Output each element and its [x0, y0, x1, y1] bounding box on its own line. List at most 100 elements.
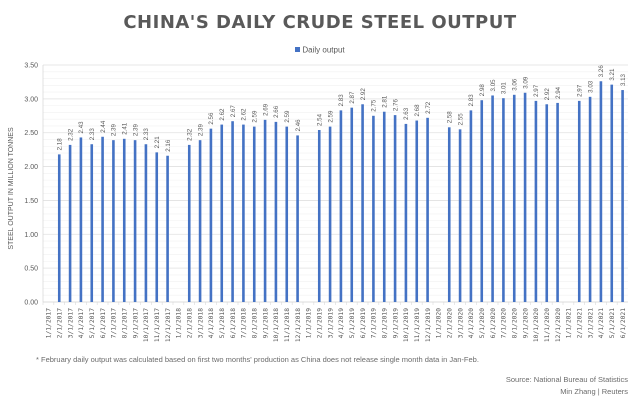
y-tick-label: 1.50: [24, 198, 38, 205]
x-tick-label: 12/1/2019: [425, 308, 432, 342]
y-tick-label: 2.50: [24, 130, 38, 137]
bar: [350, 107, 354, 302]
data-label: 3.01: [501, 82, 508, 95]
data-label: 2.62: [219, 108, 226, 121]
x-tick-label: 7/1/2020: [501, 308, 508, 339]
data-label: 2.98: [479, 84, 486, 97]
y-axis-title: STEEL OUTPUT IN MILLION TONNES: [8, 127, 15, 250]
x-tick-label: 6/1/2021: [620, 308, 627, 339]
bar: [512, 94, 516, 303]
x-tick-label: 2/1/2019: [316, 308, 323, 339]
bar: [361, 104, 364, 302]
x-tick-label: 6/1/2018: [230, 308, 237, 339]
data-label: 2.39: [132, 124, 139, 137]
y-tick-label: 2.00: [24, 164, 38, 171]
x-tick-label: 6/1/2019: [360, 308, 367, 339]
x-tick-label: 12/1/2020: [555, 308, 562, 342]
bar: [372, 115, 375, 303]
bar: [263, 119, 267, 302]
data-label: 3.03: [587, 80, 594, 93]
x-tick-label: 1/1/2019: [306, 308, 313, 339]
data-label: 2.81: [381, 95, 388, 108]
bar: [491, 95, 494, 302]
bar: [393, 115, 397, 302]
data-label: 2.33: [89, 128, 96, 141]
bar: [469, 110, 473, 303]
data-label: 2.58: [446, 111, 453, 124]
x-tick-label: 1/1/2018: [176, 308, 183, 339]
data-label: 3.21: [609, 68, 616, 81]
bar: [285, 126, 289, 303]
data-label: 2.94: [555, 86, 562, 99]
bar: [545, 104, 549, 302]
bar: [187, 144, 191, 302]
bar: [588, 96, 592, 302]
x-tick-label: 3/1/2018: [197, 308, 204, 339]
bar: [523, 92, 527, 303]
x-tick-label: 7/1/2017: [111, 308, 118, 339]
y-tick-label: 3.50: [24, 63, 38, 70]
data-label: 3.05: [490, 79, 497, 92]
bar: [458, 129, 462, 302]
source-credit: Source: National Bureau of Statistics Mi…: [506, 374, 628, 398]
x-tick-label: 12/1/2018: [295, 308, 302, 342]
bar: [79, 137, 83, 302]
x-tick-label: 4/1/2017: [78, 308, 85, 339]
bar: [296, 135, 299, 302]
data-label: 2.92: [544, 88, 551, 101]
data-label: 2.69: [262, 103, 269, 116]
data-label: 2.66: [273, 105, 280, 118]
data-label: 2.56: [208, 112, 215, 125]
data-label: 3.09: [522, 76, 529, 89]
x-tick-label: 9/1/2018: [262, 308, 269, 339]
bar: [426, 117, 429, 303]
bar: [404, 123, 408, 302]
legend: Daily output: [0, 45, 640, 54]
x-tick-label: 2/1/2020: [446, 308, 453, 339]
x-tick-label: 2/1/2017: [56, 308, 63, 339]
bar: [198, 140, 202, 302]
data-label: 2.83: [468, 94, 475, 107]
x-tick-label: 9/1/2020: [522, 308, 529, 339]
data-label: 2.62: [241, 108, 248, 121]
data-label: 2.16: [165, 139, 172, 152]
x-tick-label: 11/1/2019: [414, 308, 421, 342]
x-tick-label: 9/1/2019: [392, 308, 399, 339]
data-label: 2.32: [186, 128, 193, 141]
bar: [415, 120, 419, 302]
bar: [220, 124, 224, 303]
bar: [328, 126, 332, 303]
data-label: 2.59: [284, 110, 291, 123]
y-tick-label: 3.00: [24, 96, 38, 103]
x-tick-label: 11/1/2018: [284, 308, 291, 342]
data-label: 2.39: [197, 124, 204, 137]
data-label: 2.68: [414, 104, 421, 117]
x-tick-label: 11/1/2017: [154, 308, 161, 342]
x-tick-label: 6/1/2017: [100, 308, 107, 339]
credit-line: Min Zhang | Reuters: [560, 387, 628, 396]
data-label: 2.83: [338, 94, 345, 107]
bar: [534, 100, 538, 302]
bar: [57, 154, 61, 302]
x-tick-label: 9/1/2017: [132, 308, 139, 339]
x-tick-label: 8/1/2019: [381, 308, 388, 339]
bar: [502, 98, 505, 303]
x-tick-label: 1/1/2021: [566, 308, 573, 339]
x-tick-label: 5/1/2021: [609, 308, 616, 339]
y-tick-label: 0.50: [24, 266, 38, 273]
y-tick-label: 1.00: [24, 232, 38, 239]
data-label: 3.06: [511, 78, 518, 91]
x-tick-label: 4/1/2019: [338, 308, 345, 339]
bar: [112, 140, 115, 302]
chart-title: CHINA'S DAILY CRUDE STEEL OUTPUT: [123, 12, 517, 33]
x-tick-label: 1/1/2020: [436, 308, 443, 339]
data-label: 2.39: [111, 124, 118, 137]
x-tick-label: 4/1/2021: [598, 308, 605, 339]
x-tick-label: 12/1/2017: [165, 308, 172, 342]
bar: [133, 140, 137, 302]
x-tick-label: 3/1/2019: [327, 308, 334, 339]
data-label: 2.54: [316, 113, 323, 126]
x-tick-label: 3/1/2017: [67, 308, 74, 339]
bar: [577, 100, 581, 302]
